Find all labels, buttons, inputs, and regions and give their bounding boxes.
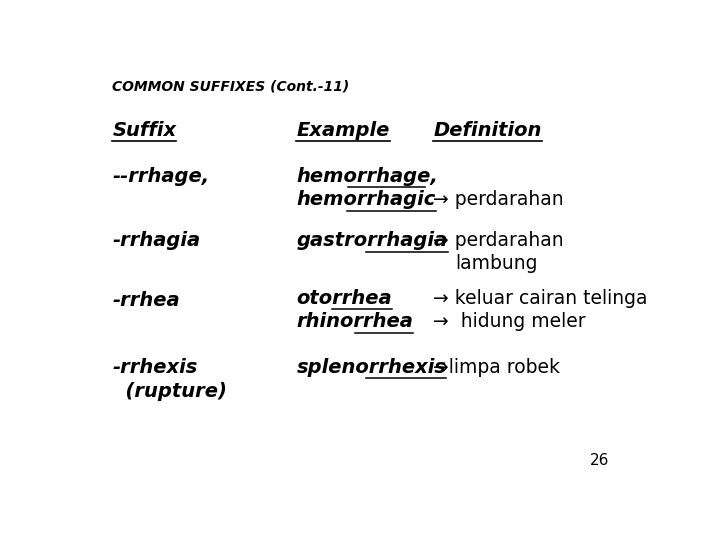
Text: otorrhea: otorrhea [297,288,392,307]
Text: lambung: lambung [456,254,538,273]
Text: 26: 26 [590,453,609,468]
Text: rhinorrhea: rhinorrhea [297,312,413,331]
Text: Definition: Definition [433,121,541,140]
Text: --rrhage,: --rrhage, [112,167,210,186]
Text: splenorrhexis: splenorrhexis [297,358,446,377]
Text: → perdarahan: → perdarahan [433,191,564,210]
Text: (rupture): (rupture) [112,382,228,401]
Text: →limpa robek: →limpa robek [433,358,560,377]
Text: -rrhexis: -rrhexis [112,358,198,377]
Text: Suffix: Suffix [112,121,176,140]
Text: →  hidung meler: → hidung meler [433,312,586,331]
Text: hemorrhagic: hemorrhagic [297,191,436,210]
Text: Example: Example [297,121,390,140]
Text: hemorrhage,: hemorrhage, [297,167,438,186]
Text: COMMON SUFFIXES (Cont.-11): COMMON SUFFIXES (Cont.-11) [112,79,350,93]
Text: -rrhea: -rrhea [112,292,180,310]
Text: → keluar cairan telinga: → keluar cairan telinga [433,288,648,307]
Text: gastrorrhagia: gastrorrhagia [297,231,448,250]
Text: -rrhagia: -rrhagia [112,231,200,250]
Text: → perdarahan: → perdarahan [433,231,564,250]
